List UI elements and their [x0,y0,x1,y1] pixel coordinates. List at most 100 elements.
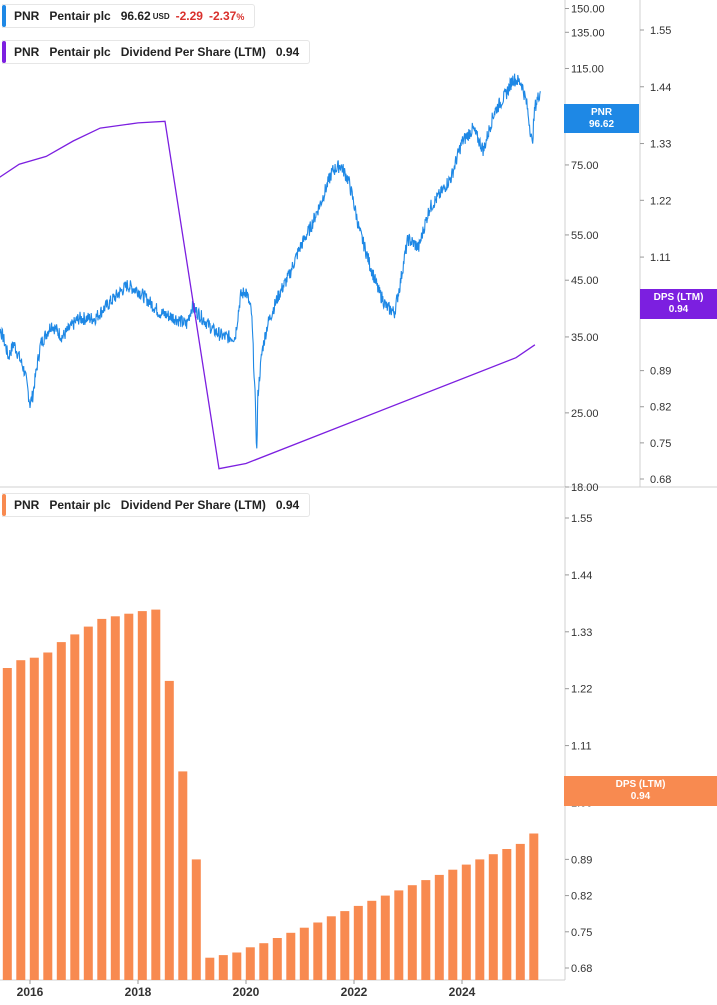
bar-axis-tick-label: 1.33 [571,627,592,639]
dps-bottom-legend-ticker: PNR [14,498,40,512]
dps-right-axis-tick-label: 0.89 [650,366,671,378]
dps-bar [16,660,26,980]
dps-bar [529,833,539,980]
price-legend-ticker: PNR [14,9,40,23]
dps-bar [326,916,336,980]
bar-axis-tick-label: 0.89 [571,854,592,866]
x-axis-tick-label: 2024 [449,985,476,999]
dps-bar [434,874,444,980]
dps-bar [29,657,39,980]
dps-bar [299,927,309,980]
dps-top-legend-metric: Dividend Per Share (LTM) [120,45,266,59]
dps-bar [475,859,485,980]
dps-bar [137,611,147,980]
dps-top-tag: DPS (LTM) 0.94 [640,289,717,319]
dps-bottom-legend-metric: Dividend Per Share (LTM) [120,498,266,512]
dps-bar [488,854,498,980]
bar-axis-tick-label: 0.82 [571,891,592,903]
dps-bar [218,955,228,980]
dps-bar [151,609,161,980]
price-axis-tick-label: 35.00 [571,332,599,344]
x-axis-tick-label: 2018 [125,985,152,999]
dps-bar [110,616,120,980]
dps-bar [407,885,417,980]
bar-axis-tick-label: 1.44 [571,570,592,582]
dps-right-axis-tick-label: 0.68 [650,474,671,486]
dps-bar [56,642,66,980]
x-axis-tick-label: 2016 [17,985,44,999]
dps-top-legend-company: Pentair plc [49,45,111,59]
dps-top-tag-value: 0.94 [668,304,689,315]
dps-bar [245,947,255,980]
dps-bar [286,932,296,980]
dps-right-axis-tick-label: 1.22 [650,195,671,207]
dps-right-axis-tick-label: 1.55 [650,25,671,37]
dps-bar [259,943,269,980]
price-axis-tick-label: 25.00 [571,408,599,420]
price-legend-company: Pentair plc [49,9,111,23]
price-legend-swatch [2,5,6,27]
bar-axis-tick-label: 1.22 [571,684,592,696]
price-legend-value: 96.62 [120,9,151,23]
price-axis-tick-label: 45.00 [571,275,599,287]
dps-bar [232,952,242,980]
dps-bar [380,895,390,980]
dps-bottom-tag: DPS (LTM) 0.94 [564,776,717,806]
dps-bar [313,922,323,980]
dps-bottom-legend-swatch [2,494,6,516]
bar-axis-tick-label: 0.75 [571,927,592,939]
price-tag-ticker: PNR [590,107,613,118]
dps-bar [394,890,404,980]
price-tag: PNR 96.62 [564,104,639,133]
price-tag-value: 96.62 [588,119,615,130]
dps-bar [502,849,512,980]
dps-bar [515,843,525,980]
dps-right-axis-tick-label: 1.11 [650,252,671,264]
price-series-line [0,73,541,449]
bar-axis-tick-label: 1.11 [571,741,592,753]
dps-bar [97,618,107,980]
x-axis-tick-label: 2020 [233,985,260,999]
dps-top-legend-ticker: PNR [14,45,40,59]
dps-bottom-legend-value: 0.94 [275,498,300,512]
price-axis-tick-label: 55.00 [571,230,599,242]
dps-bar [448,869,458,980]
dps-bar [272,938,282,980]
price-axis-tick-label: 18.00 [571,482,599,494]
price-legend[interactable]: PNR Pentair plc 96.62 USD -2.29 -2.37% [2,4,256,28]
price-legend-change-pct: -2.37% [208,9,245,23]
price-axis-tick-label: 150.00 [571,4,605,16]
dps-bar [83,626,93,980]
dps-bar [191,859,201,980]
dps-right-axis-tick-label: 0.82 [650,402,671,414]
dps-bottom-legend[interactable]: PNR Pentair plc Dividend Per Share (LTM)… [2,493,311,517]
price-legend-change: -2.29 [175,9,203,23]
dps-bar [340,911,350,980]
bar-axis-tick-label: 0.68 [571,963,592,975]
dps-bar [205,957,215,980]
price-axis-tick-label: 115.00 [571,63,604,75]
dps-top-legend[interactable]: PNR Pentair plc Dividend Per Share (LTM)… [2,40,311,64]
dps-bar [124,613,134,980]
price-axis-tick-label: 75.00 [571,160,599,172]
dps-bar [367,900,377,980]
dps-top-legend-swatch [2,41,6,63]
bar-axis-tick-label: 1.55 [571,513,592,525]
dps-bar [70,634,80,980]
price-legend-currency: USD [152,11,170,21]
dps-bar [353,905,363,980]
dps-top-legend-value: 0.94 [275,45,300,59]
price-axis-tick-label: 135.00 [571,27,605,39]
dps-bar [461,864,471,980]
dps-top-tag-label: DPS (LTM) [653,292,704,303]
dps-bottom-tag-label: DPS (LTM) [615,779,666,790]
dps-right-axis-tick-label: 0.75 [650,438,671,450]
dps-bar [43,652,53,980]
dps-bottom-tag-value: 0.94 [630,791,651,802]
dps-series-line [0,120,536,470]
dps-right-axis-tick-label: 1.33 [650,139,671,151]
dps-bar [178,771,188,980]
dps-bar [164,680,174,980]
x-axis-tick-label: 2022 [341,985,368,999]
